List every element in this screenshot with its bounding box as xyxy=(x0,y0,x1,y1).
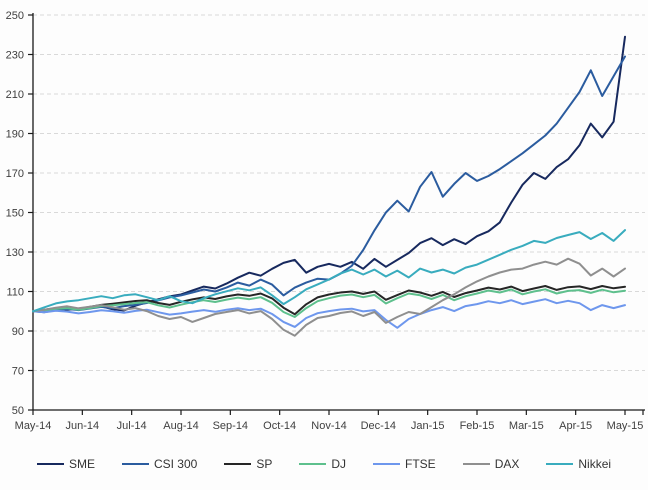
legend-label-dj: DJ xyxy=(331,457,347,471)
y-label-230: 230 xyxy=(6,50,24,62)
x-label-Sep-14: Sep-14 xyxy=(213,420,248,432)
y-label-50: 50 xyxy=(12,405,24,417)
axes xyxy=(28,13,645,415)
x-label-Jan-15: Jan-15 xyxy=(411,420,445,432)
legend-swatch-nikkei xyxy=(546,463,574,465)
y-label-170: 170 xyxy=(6,168,24,180)
x-label-May-15: May-15 xyxy=(607,420,644,432)
y-label-70: 70 xyxy=(12,366,24,378)
series-line-sme xyxy=(32,35,626,313)
series-line-nikkei xyxy=(32,229,626,313)
x-label-Aug-14: Aug-14 xyxy=(163,420,198,432)
legend-label-sme: SME xyxy=(68,457,95,471)
legend-label-dax: DAX xyxy=(494,457,520,471)
x-label-May-14: May-14 xyxy=(15,420,52,432)
legend-swatch-sp xyxy=(224,463,252,465)
x-label-Jun-14: Jun-14 xyxy=(66,420,100,432)
y-axis-labels: 50 70 90 110 130 150 170 190 210 230 250 xyxy=(6,10,24,417)
series-line-dj xyxy=(32,288,626,318)
plot-area: 50 70 90 110 130 150 170 190 210 230 250 May-14 Jun… xyxy=(6,10,645,432)
legend-label-csi-300: CSI 300 xyxy=(153,457,198,471)
legend-swatch-dax xyxy=(462,463,490,465)
series-lines xyxy=(32,35,626,337)
y-label-130: 130 xyxy=(6,247,24,259)
y-label-110: 110 xyxy=(6,287,24,299)
x-label-Nov-14: Nov-14 xyxy=(311,420,346,432)
x-axis-labels: May-14 Jun-14 Jul-14 Aug-14 Sep-14 Oct-14 Nov-… xyxy=(15,420,644,432)
x-label-Jul-14: Jul-14 xyxy=(117,420,147,432)
legend-label-ftse: FTSE xyxy=(405,457,436,471)
x-label-Feb-15: Feb-15 xyxy=(460,420,495,432)
legend-swatch-sme xyxy=(36,463,64,465)
legend-label-nikkei: Nikkei xyxy=(578,457,612,471)
gridlines xyxy=(33,14,645,371)
legend-item-sp: SP xyxy=(224,457,272,471)
series-line-sp xyxy=(32,285,626,316)
legend-item-nikkei: Nikkei xyxy=(546,457,611,471)
y-label-150: 150 xyxy=(6,208,24,220)
series-line-ftse xyxy=(32,298,626,329)
series-line-csi-300 xyxy=(32,55,626,314)
legend-item-sme: SME xyxy=(36,457,95,471)
legend-item-ftse: FTSE xyxy=(373,457,436,471)
y-label-190: 190 xyxy=(6,129,24,141)
legend-swatch-ftse xyxy=(373,463,401,465)
y-label-250: 250 xyxy=(6,10,24,22)
series-line-dax xyxy=(32,257,626,337)
x-label-Oct-14: Oct-14 xyxy=(263,420,296,432)
legend-swatch-dj xyxy=(299,463,327,465)
legend-label-sp: SP xyxy=(256,457,273,471)
y-label-90: 90 xyxy=(12,326,24,338)
legend-item-csi-300: CSI 300 xyxy=(121,457,198,471)
chart-legend: SME CSI 300 SP DJ FTSE DAX Nikkei xyxy=(0,450,648,478)
legend-swatch-csi-300 xyxy=(121,463,149,465)
x-label-Mar-15: Mar-15 xyxy=(509,420,544,432)
y-label-210: 210 xyxy=(6,89,24,101)
legend-item-dax: DAX xyxy=(462,457,520,471)
x-label-Dec-14: Dec-14 xyxy=(361,420,396,432)
legend-item-dj: DJ xyxy=(299,457,346,471)
x-label-Apr-15: Apr-15 xyxy=(559,420,592,432)
